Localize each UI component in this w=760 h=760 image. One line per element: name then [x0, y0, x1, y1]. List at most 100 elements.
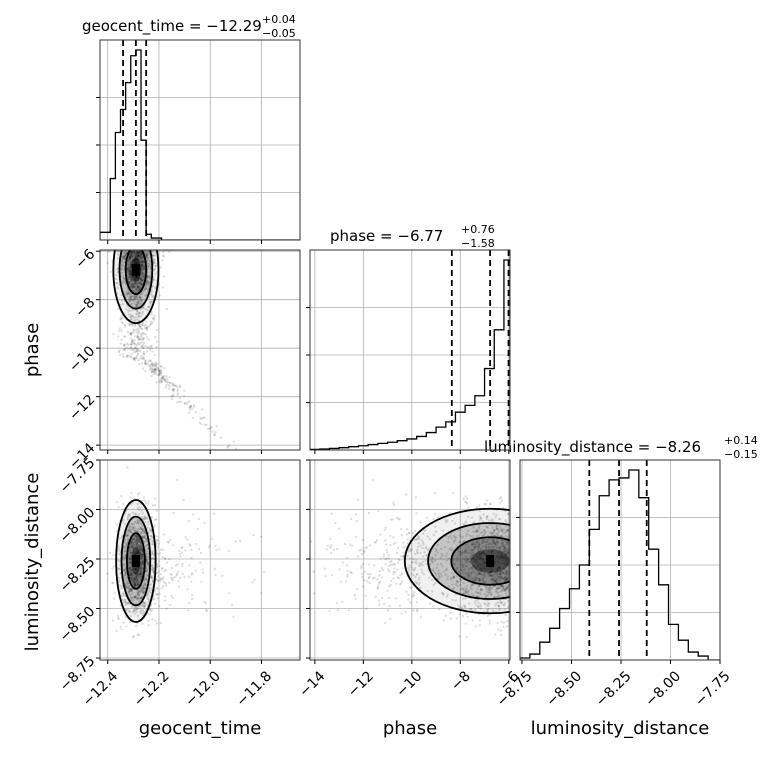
scatter-point — [479, 593, 482, 596]
scatter-point — [138, 539, 142, 542]
scatter-point — [472, 526, 475, 529]
scatter-point — [129, 276, 132, 279]
scatter-point — [128, 546, 131, 550]
scatter-point — [205, 609, 209, 613]
scatter-point — [150, 576, 153, 580]
scatter-point — [137, 260, 140, 264]
scatter-point — [503, 567, 506, 570]
scatter-point — [127, 585, 130, 588]
scatter-point — [135, 597, 138, 600]
scatter-point — [139, 573, 142, 576]
scatter-point — [154, 363, 157, 367]
scatter-point — [115, 629, 118, 632]
scatter-point — [148, 589, 152, 592]
scatter-point — [134, 571, 137, 574]
scatter-point — [136, 286, 139, 289]
scatter-point — [142, 357, 145, 360]
scatter-point — [469, 558, 473, 562]
scatter-point — [139, 283, 143, 286]
scatter-point — [368, 575, 371, 579]
scatter-point — [478, 504, 481, 507]
scatter-point — [129, 333, 133, 337]
scatter-point — [142, 536, 145, 540]
scatter-point — [389, 534, 392, 538]
scatter-point — [137, 574, 141, 577]
scatter-point — [150, 566, 153, 569]
scatter-point — [500, 534, 503, 538]
scatter-point — [492, 540, 496, 543]
scatter-point — [146, 526, 150, 529]
scatter-point — [456, 559, 459, 562]
scatter-point — [140, 338, 144, 341]
scatter-point — [497, 562, 500, 565]
scatter-point — [119, 342, 123, 345]
scatter-point — [166, 378, 169, 381]
scatter-point — [132, 357, 135, 360]
scatter-point — [445, 559, 448, 562]
scatter-point — [161, 375, 164, 378]
scatter-point — [132, 578, 136, 581]
scatter-point — [454, 599, 457, 602]
scatter-point — [139, 587, 143, 590]
scatter-point — [172, 511, 175, 515]
scatter-point — [150, 575, 153, 578]
scatter-point — [157, 604, 161, 608]
scatter-point — [150, 363, 154, 367]
scatter-point — [135, 570, 138, 574]
scatter-point — [129, 270, 133, 273]
scatter-point — [152, 294, 155, 298]
scatter-point — [475, 552, 479, 556]
scatter-point — [149, 528, 152, 532]
scatter-point — [139, 281, 142, 284]
scatter-point — [161, 259, 164, 262]
scatter-point — [127, 555, 130, 559]
scatter-point — [482, 580, 485, 583]
scatter-point — [500, 570, 503, 574]
scatter-point — [131, 582, 134, 585]
scatter-point — [188, 564, 191, 567]
scatter-point — [409, 548, 413, 551]
scatter-point — [115, 281, 118, 284]
scatter-point — [129, 590, 132, 593]
scatter-point — [180, 551, 184, 554]
scatter-point — [130, 295, 134, 298]
scatter-point — [398, 559, 401, 562]
scatter-point — [199, 551, 203, 555]
scatter-point — [400, 555, 403, 558]
scatter-point — [130, 332, 134, 335]
scatter-point — [488, 573, 491, 577]
scatter-point — [135, 261, 138, 265]
scatter-point — [127, 290, 130, 293]
scatter-point — [132, 574, 136, 577]
scatter-point — [134, 576, 138, 579]
scatter-point — [153, 261, 156, 265]
scatter-point — [137, 540, 140, 543]
scatter-point — [139, 295, 142, 298]
scatter-point — [138, 282, 141, 285]
scatter-point — [128, 530, 132, 533]
scatter-point — [133, 282, 136, 285]
scatter-point — [480, 551, 483, 554]
scatter-point — [116, 559, 120, 562]
scatter-point — [139, 572, 142, 576]
scatter-point — [131, 284, 135, 287]
scatter-point — [400, 612, 403, 615]
scatter-point — [128, 253, 132, 256]
scatter-point — [139, 263, 142, 267]
scatter-point — [336, 609, 340, 612]
scatter-point — [141, 272, 145, 276]
scatter-point — [153, 254, 156, 257]
scatter-point — [134, 305, 137, 308]
scatter-point — [129, 296, 132, 299]
scatter-point — [405, 533, 408, 536]
scatter-point — [497, 587, 501, 590]
scatter-point — [132, 606, 135, 609]
scatter-point — [148, 275, 151, 278]
scatter-point — [499, 555, 502, 558]
scatter-point — [199, 561, 202, 564]
scatter-point — [140, 279, 143, 282]
scatter-point — [131, 260, 134, 264]
scatter-point — [139, 596, 143, 600]
scatter-point — [496, 595, 499, 599]
scatter-point — [506, 564, 509, 567]
